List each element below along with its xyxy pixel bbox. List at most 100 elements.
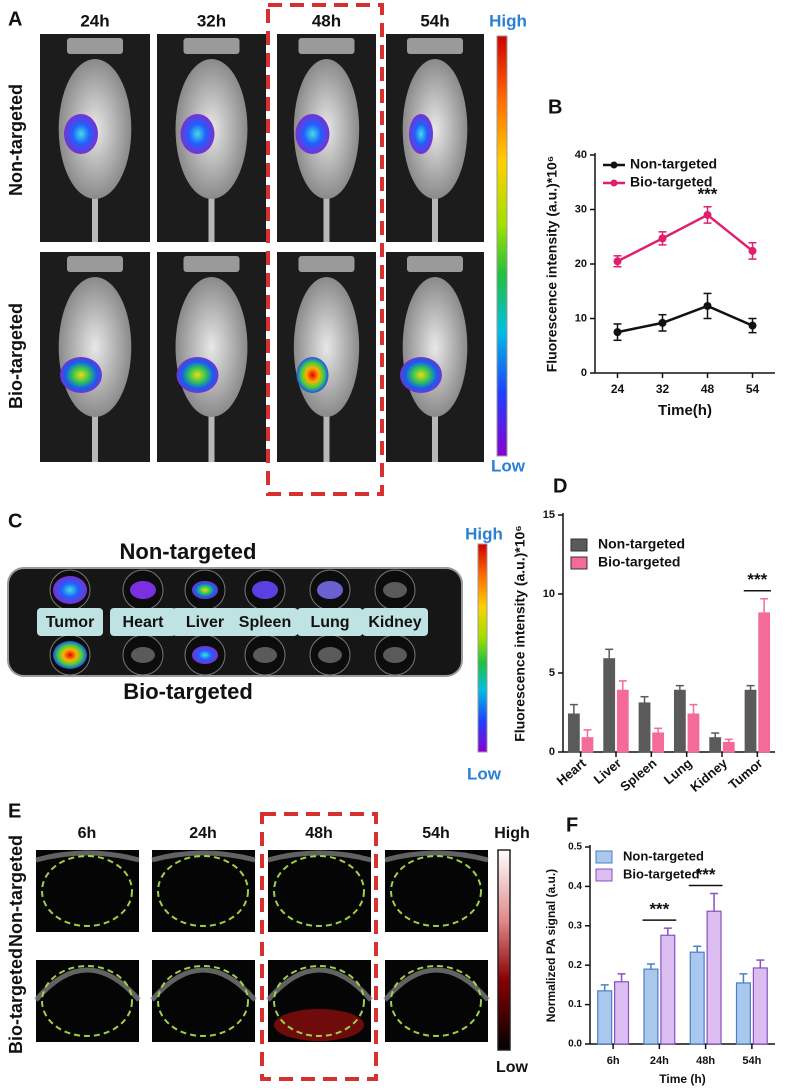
tissue-rim bbox=[384, 850, 489, 863]
bar bbox=[735, 982, 751, 1045]
organ-box bbox=[232, 608, 298, 636]
mouse-body bbox=[58, 277, 132, 417]
tail bbox=[432, 402, 438, 462]
roi bbox=[157, 965, 249, 1037]
scale-low: Low bbox=[491, 456, 526, 475]
x-tick-label: 32 bbox=[656, 382, 670, 396]
organ bbox=[383, 647, 407, 663]
significance-label: *** bbox=[696, 865, 716, 884]
x-tick-label: Tumor bbox=[726, 755, 766, 792]
y-tick-label: 0 bbox=[581, 367, 587, 379]
x-tick-label: 48 bbox=[701, 382, 715, 396]
scale-high: High bbox=[494, 825, 530, 842]
x-tick-label: 48h bbox=[696, 1055, 715, 1067]
y-axis-label: Fluorescence intensity (a.u.)*10⁶ bbox=[512, 525, 528, 742]
panel-label: B bbox=[548, 96, 562, 118]
roi bbox=[273, 855, 365, 927]
y-tick-label: 10 bbox=[575, 312, 587, 324]
bar bbox=[687, 713, 700, 753]
bar bbox=[567, 713, 580, 753]
data-point bbox=[703, 301, 712, 310]
tissue-rim bbox=[35, 850, 140, 863]
image-bg bbox=[385, 850, 488, 932]
bar bbox=[758, 612, 771, 753]
bar bbox=[709, 737, 722, 753]
panel-label: E bbox=[8, 800, 21, 822]
bar bbox=[603, 658, 616, 753]
organ bbox=[131, 647, 155, 663]
legend-swatch bbox=[570, 556, 588, 570]
panel-label: C bbox=[8, 510, 22, 532]
scale-low: Low bbox=[467, 764, 502, 783]
y-tick-label: 0.0 bbox=[568, 1039, 582, 1050]
holder bbox=[67, 38, 123, 54]
signal bbox=[130, 581, 156, 599]
organ-images bbox=[37, 569, 428, 676]
image-bg bbox=[36, 960, 139, 1042]
panel-label: A bbox=[8, 8, 22, 30]
data-point bbox=[748, 321, 757, 330]
y-tick-label: 5 bbox=[549, 667, 555, 679]
signal bbox=[176, 357, 219, 393]
image-bg bbox=[152, 850, 255, 932]
mouse-body bbox=[293, 277, 360, 417]
data-point bbox=[658, 234, 667, 243]
y-tick-label: 0.3 bbox=[568, 920, 582, 931]
y-tick-label: 0.2 bbox=[568, 960, 582, 971]
tail bbox=[92, 402, 98, 462]
holder bbox=[183, 38, 240, 54]
y-tick-label: 0 bbox=[549, 746, 555, 758]
organ-box bbox=[37, 608, 103, 636]
column-label: 48h bbox=[312, 11, 341, 30]
row-label: Non-targeted bbox=[6, 84, 26, 196]
legend-label: Non-targeted bbox=[623, 848, 704, 863]
holder bbox=[298, 38, 355, 54]
x-tick-label: 24h bbox=[650, 1055, 669, 1067]
mouse-body bbox=[175, 277, 248, 417]
organ-label: Spleen bbox=[239, 614, 291, 631]
tail bbox=[208, 184, 215, 242]
column-label: 48h bbox=[305, 825, 333, 842]
row-label: Bio-targeted bbox=[6, 948, 26, 1054]
y-tick-label: 15 bbox=[543, 509, 555, 521]
legend-marker bbox=[610, 179, 618, 187]
image-bg bbox=[385, 960, 488, 1042]
column-label: 6h bbox=[78, 825, 97, 842]
bar bbox=[581, 737, 594, 753]
organ-box bbox=[110, 608, 176, 636]
row-label: Non-targeted bbox=[6, 835, 26, 947]
column-label: 54h bbox=[420, 11, 449, 30]
panel-label: F bbox=[566, 814, 578, 836]
bar bbox=[616, 689, 629, 753]
mouse-body bbox=[402, 277, 468, 417]
x-tick-label: 6h bbox=[607, 1055, 620, 1067]
x-tick-label: Heart bbox=[554, 755, 590, 788]
y-tick-label: 0.4 bbox=[568, 881, 582, 892]
y-tick-label: 0.5 bbox=[568, 842, 582, 853]
highlight-box bbox=[260, 812, 378, 1081]
panel-label: D bbox=[553, 475, 567, 497]
bar bbox=[722, 741, 735, 753]
tissue-rim bbox=[150, 967, 257, 1002]
y-tick-label: 20 bbox=[575, 258, 587, 270]
signal bbox=[274, 1009, 364, 1041]
panel-title: Bio-targeted bbox=[123, 679, 253, 704]
legend-swatch bbox=[595, 850, 613, 864]
bar bbox=[689, 951, 705, 1045]
tail bbox=[208, 402, 215, 462]
x-tick-label: 54 bbox=[746, 382, 760, 396]
y-axis-label: Normalized PA signal (a.u.) bbox=[544, 869, 558, 1022]
x-axis-label: Time (h) bbox=[659, 1072, 705, 1086]
signal bbox=[192, 646, 218, 664]
roi bbox=[41, 965, 133, 1037]
column-label: 24h bbox=[189, 825, 217, 842]
data-point bbox=[658, 318, 667, 327]
bar bbox=[638, 702, 651, 753]
scale-high: High bbox=[489, 11, 527, 30]
data-point bbox=[613, 257, 622, 266]
pa-images bbox=[34, 850, 490, 1042]
roi bbox=[390, 855, 482, 927]
signal bbox=[60, 357, 102, 393]
column-label: 54h bbox=[422, 825, 450, 842]
signal bbox=[180, 114, 215, 154]
